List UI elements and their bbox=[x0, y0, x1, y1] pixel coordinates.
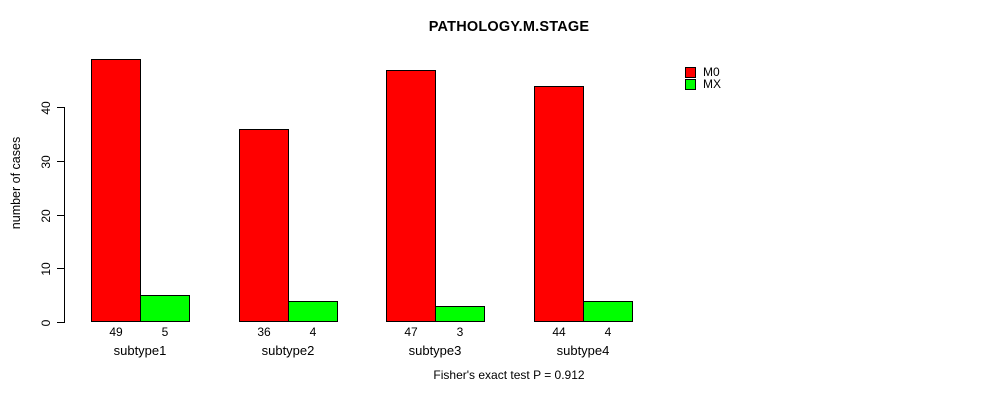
y-axis-tick-label: 30 bbox=[39, 155, 53, 169]
legend-swatch-mx bbox=[685, 78, 696, 90]
bar-value-label: 44 bbox=[552, 325, 566, 339]
legend-item-mx: MX bbox=[685, 78, 721, 90]
bar-value-label: 47 bbox=[404, 325, 418, 339]
y-axis-tick bbox=[57, 107, 64, 108]
y-axis-tick bbox=[57, 268, 64, 269]
bar-m0-subtype3 bbox=[386, 70, 436, 322]
y-axis-tick-label: 40 bbox=[39, 101, 53, 115]
bar-mx-subtype3 bbox=[435, 306, 485, 322]
y-axis-tick bbox=[57, 161, 64, 162]
x-axis-category-label-subtype1: subtype1 bbox=[113, 343, 167, 358]
stat-test-caption: Fisher's exact test P = 0.912 bbox=[433, 368, 585, 382]
legend-label-m0: M0 bbox=[703, 65, 720, 79]
legend: M0 MX bbox=[685, 66, 721, 90]
y-axis-label: number of cases bbox=[9, 136, 23, 230]
legend-swatch-m0 bbox=[685, 66, 696, 78]
y-axis-tick bbox=[57, 215, 64, 216]
chart-title: PATHOLOGY.M.STAGE bbox=[428, 19, 590, 35]
bar-m0-subtype4 bbox=[534, 86, 584, 322]
bar-mx-subtype2 bbox=[288, 301, 338, 322]
bar-value-label: 49 bbox=[109, 325, 123, 339]
x-axis-category-label-subtype3: subtype3 bbox=[408, 343, 462, 358]
y-axis-tick-label: 10 bbox=[39, 262, 53, 276]
bar-m0-subtype2 bbox=[239, 129, 289, 322]
bar-value-label: 3 bbox=[456, 325, 464, 339]
y-axis-line bbox=[64, 107, 65, 323]
bar-value-label: 5 bbox=[161, 325, 169, 339]
y-axis-tick-label: 0 bbox=[39, 319, 53, 327]
legend-item-m0: M0 bbox=[685, 66, 721, 78]
bar-value-label: 4 bbox=[309, 325, 317, 339]
legend-label-mx: MX bbox=[703, 77, 721, 91]
bar-m0-subtype1 bbox=[91, 59, 141, 322]
y-axis-tick-label: 20 bbox=[39, 209, 53, 223]
bar-mx-subtype1 bbox=[140, 295, 190, 322]
bar-mx-subtype4 bbox=[583, 301, 633, 322]
bar-value-label: 36 bbox=[257, 325, 271, 339]
y-axis-tick bbox=[57, 322, 64, 323]
x-axis-category-label-subtype2: subtype2 bbox=[261, 343, 315, 358]
x-axis-category-label-subtype4: subtype4 bbox=[556, 343, 610, 358]
bar-value-label: 4 bbox=[604, 325, 612, 339]
